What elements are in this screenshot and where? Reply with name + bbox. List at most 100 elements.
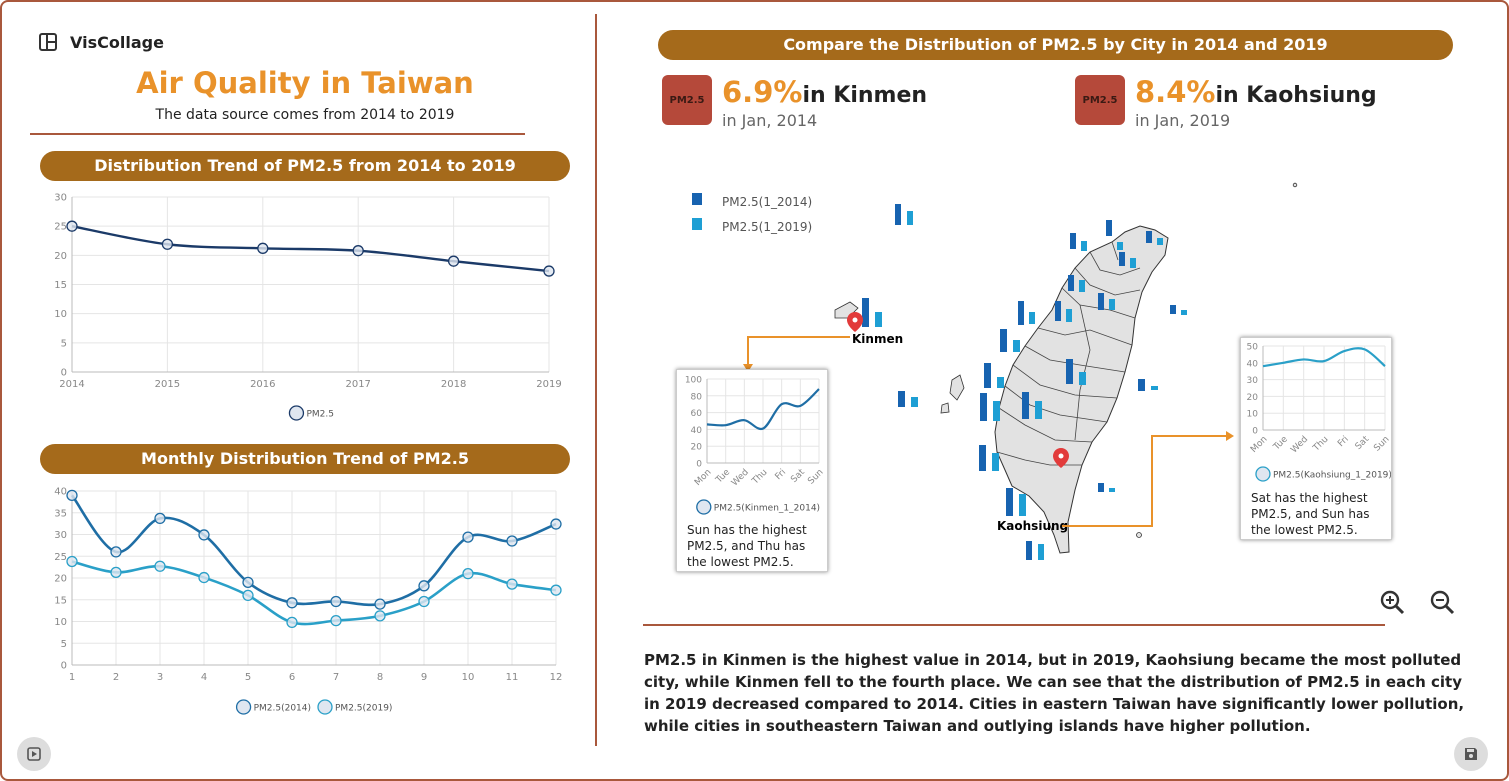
- header-rule: [30, 133, 525, 135]
- y-tick-label: 80: [691, 392, 703, 402]
- x-tick-label: 4: [201, 672, 207, 683]
- y-tick-label: 35: [54, 508, 67, 519]
- bar-2014: [1026, 541, 1032, 560]
- play-button[interactable]: [17, 737, 51, 771]
- x-tick-label: Sun: [1372, 434, 1391, 453]
- bar-2019: [875, 312, 882, 327]
- x-tick-label: 5: [245, 672, 251, 683]
- play-icon: [27, 747, 41, 761]
- x-tick-label: 8: [377, 672, 383, 683]
- legend-marker: [1255, 466, 1271, 482]
- x-tick-label: 2014: [59, 379, 84, 390]
- y-tick-label: 5: [61, 338, 67, 349]
- county-borders: [996, 241, 1141, 466]
- y-tick-label: 20: [54, 251, 67, 262]
- y-tick-label: 100: [685, 376, 702, 386]
- bar-2014: [1000, 329, 1007, 352]
- series-line: [1262, 347, 1386, 368]
- bar-2014: [984, 363, 991, 388]
- save-button[interactable]: [1454, 737, 1488, 771]
- marker-label-kaohsiung: Kaohsiung: [997, 519, 1068, 533]
- x-tick-label: Sun: [806, 467, 825, 486]
- data-point: [257, 242, 269, 254]
- kinmen-note: Sun has the highest PM2.5, and Thu has t…: [687, 523, 807, 569]
- x-tick-label: Thu: [750, 467, 770, 487]
- kinmen-connector: [747, 336, 850, 368]
- legend-label-2014: PM2.5(1_2014): [722, 195, 812, 209]
- x-tick-label: 7: [333, 672, 339, 683]
- bar-2014: [1018, 301, 1024, 325]
- y-tick-label: 15: [54, 595, 67, 606]
- yearly-trend-chart: 0 5 10 15 20 25 30 2014 2015 2016 2017 2018 2019 PM2.…: [54, 193, 562, 421]
- x-tick-label: 9: [421, 672, 427, 683]
- y-tick-label: 40: [691, 426, 703, 436]
- kaohsiung-connector: [1062, 435, 1230, 527]
- stat-date: in Jan, 2014: [722, 111, 818, 130]
- data-point: [352, 245, 364, 257]
- outlying-islands: [834, 182, 1298, 538]
- data-point: [66, 489, 78, 501]
- y-tick-label: 40: [54, 487, 67, 498]
- data-point: [161, 238, 174, 250]
- x-tick-label: Thu: [1311, 434, 1331, 454]
- zoom-in-icon[interactable]: [1378, 588, 1406, 616]
- x-tick-label: Sat: [789, 467, 807, 485]
- taiwan-map[interactable]: PM2.5(1_2014) PM2.5(1_2019): [620, 160, 1380, 590]
- bar-2019: [1035, 401, 1042, 419]
- bar-2014: [862, 298, 869, 327]
- y-tick-label: 30: [54, 530, 67, 541]
- data-point: [286, 616, 298, 629]
- legend-marker: [235, 699, 252, 715]
- legend-marker: [317, 699, 333, 715]
- x-tick-label: 10: [462, 672, 475, 683]
- x-tick-label: 2: [113, 672, 119, 683]
- stat-value: 6.9%: [722, 75, 803, 109]
- data-point: [110, 546, 122, 558]
- bar-2019: [993, 401, 1000, 421]
- x-tick-label: 2015: [155, 379, 180, 390]
- page-subtitle: The data source comes from 2014 to 2019: [155, 107, 455, 123]
- x-tick-label: 3: [157, 672, 163, 683]
- data-point: [374, 598, 386, 610]
- bar-2019: [1038, 544, 1044, 560]
- data-point: [462, 568, 474, 580]
- arrow-icon: [743, 364, 753, 372]
- bar-2014: [979, 445, 986, 471]
- series-line: [70, 494, 557, 607]
- data-point: [110, 566, 122, 578]
- data-point: [154, 512, 166, 525]
- series-line: [706, 388, 820, 431]
- save-icon: [1465, 748, 1477, 760]
- map-pin-icon[interactable]: [847, 312, 863, 332]
- bar-2019: [1079, 280, 1085, 292]
- bar-2014: [1055, 301, 1061, 321]
- data-point: [418, 595, 430, 608]
- y-tick-label: 60: [691, 409, 703, 419]
- bar-2014: [895, 204, 901, 225]
- y-tick-label: 10: [54, 617, 67, 628]
- bar-2019: [1109, 299, 1115, 310]
- x-tick-label: Mon: [693, 467, 713, 487]
- y-tick-label: 20: [691, 443, 703, 453]
- data-point: [198, 571, 210, 584]
- trend-chart-title: Distribution Trend of PM2.5 from 2014 to…: [40, 151, 570, 181]
- y-tick-label: 30: [1247, 376, 1259, 386]
- y-tick-label: 25: [54, 552, 67, 563]
- x-tick-label: 2016: [250, 379, 275, 390]
- taiwan-island-shape[interactable]: [994, 225, 1169, 554]
- y-tick-label: 40: [1247, 359, 1259, 369]
- data-point: [66, 555, 78, 568]
- y-tick-label: 10: [1247, 410, 1259, 420]
- map-pin-icon[interactable]: [1053, 448, 1069, 468]
- pm25-icon: PM2.5: [662, 75, 712, 125]
- x-tick-label: 2017: [345, 379, 370, 390]
- bar-2014: [1070, 233, 1076, 249]
- brand: VisCollage: [38, 32, 164, 52]
- legend-swatch-2019: [692, 218, 702, 230]
- x-tick-label: Fri: [774, 467, 789, 482]
- bar-2019: [1151, 386, 1158, 390]
- bar-2014: [1098, 293, 1104, 310]
- zoom-out-icon[interactable]: [1428, 588, 1456, 616]
